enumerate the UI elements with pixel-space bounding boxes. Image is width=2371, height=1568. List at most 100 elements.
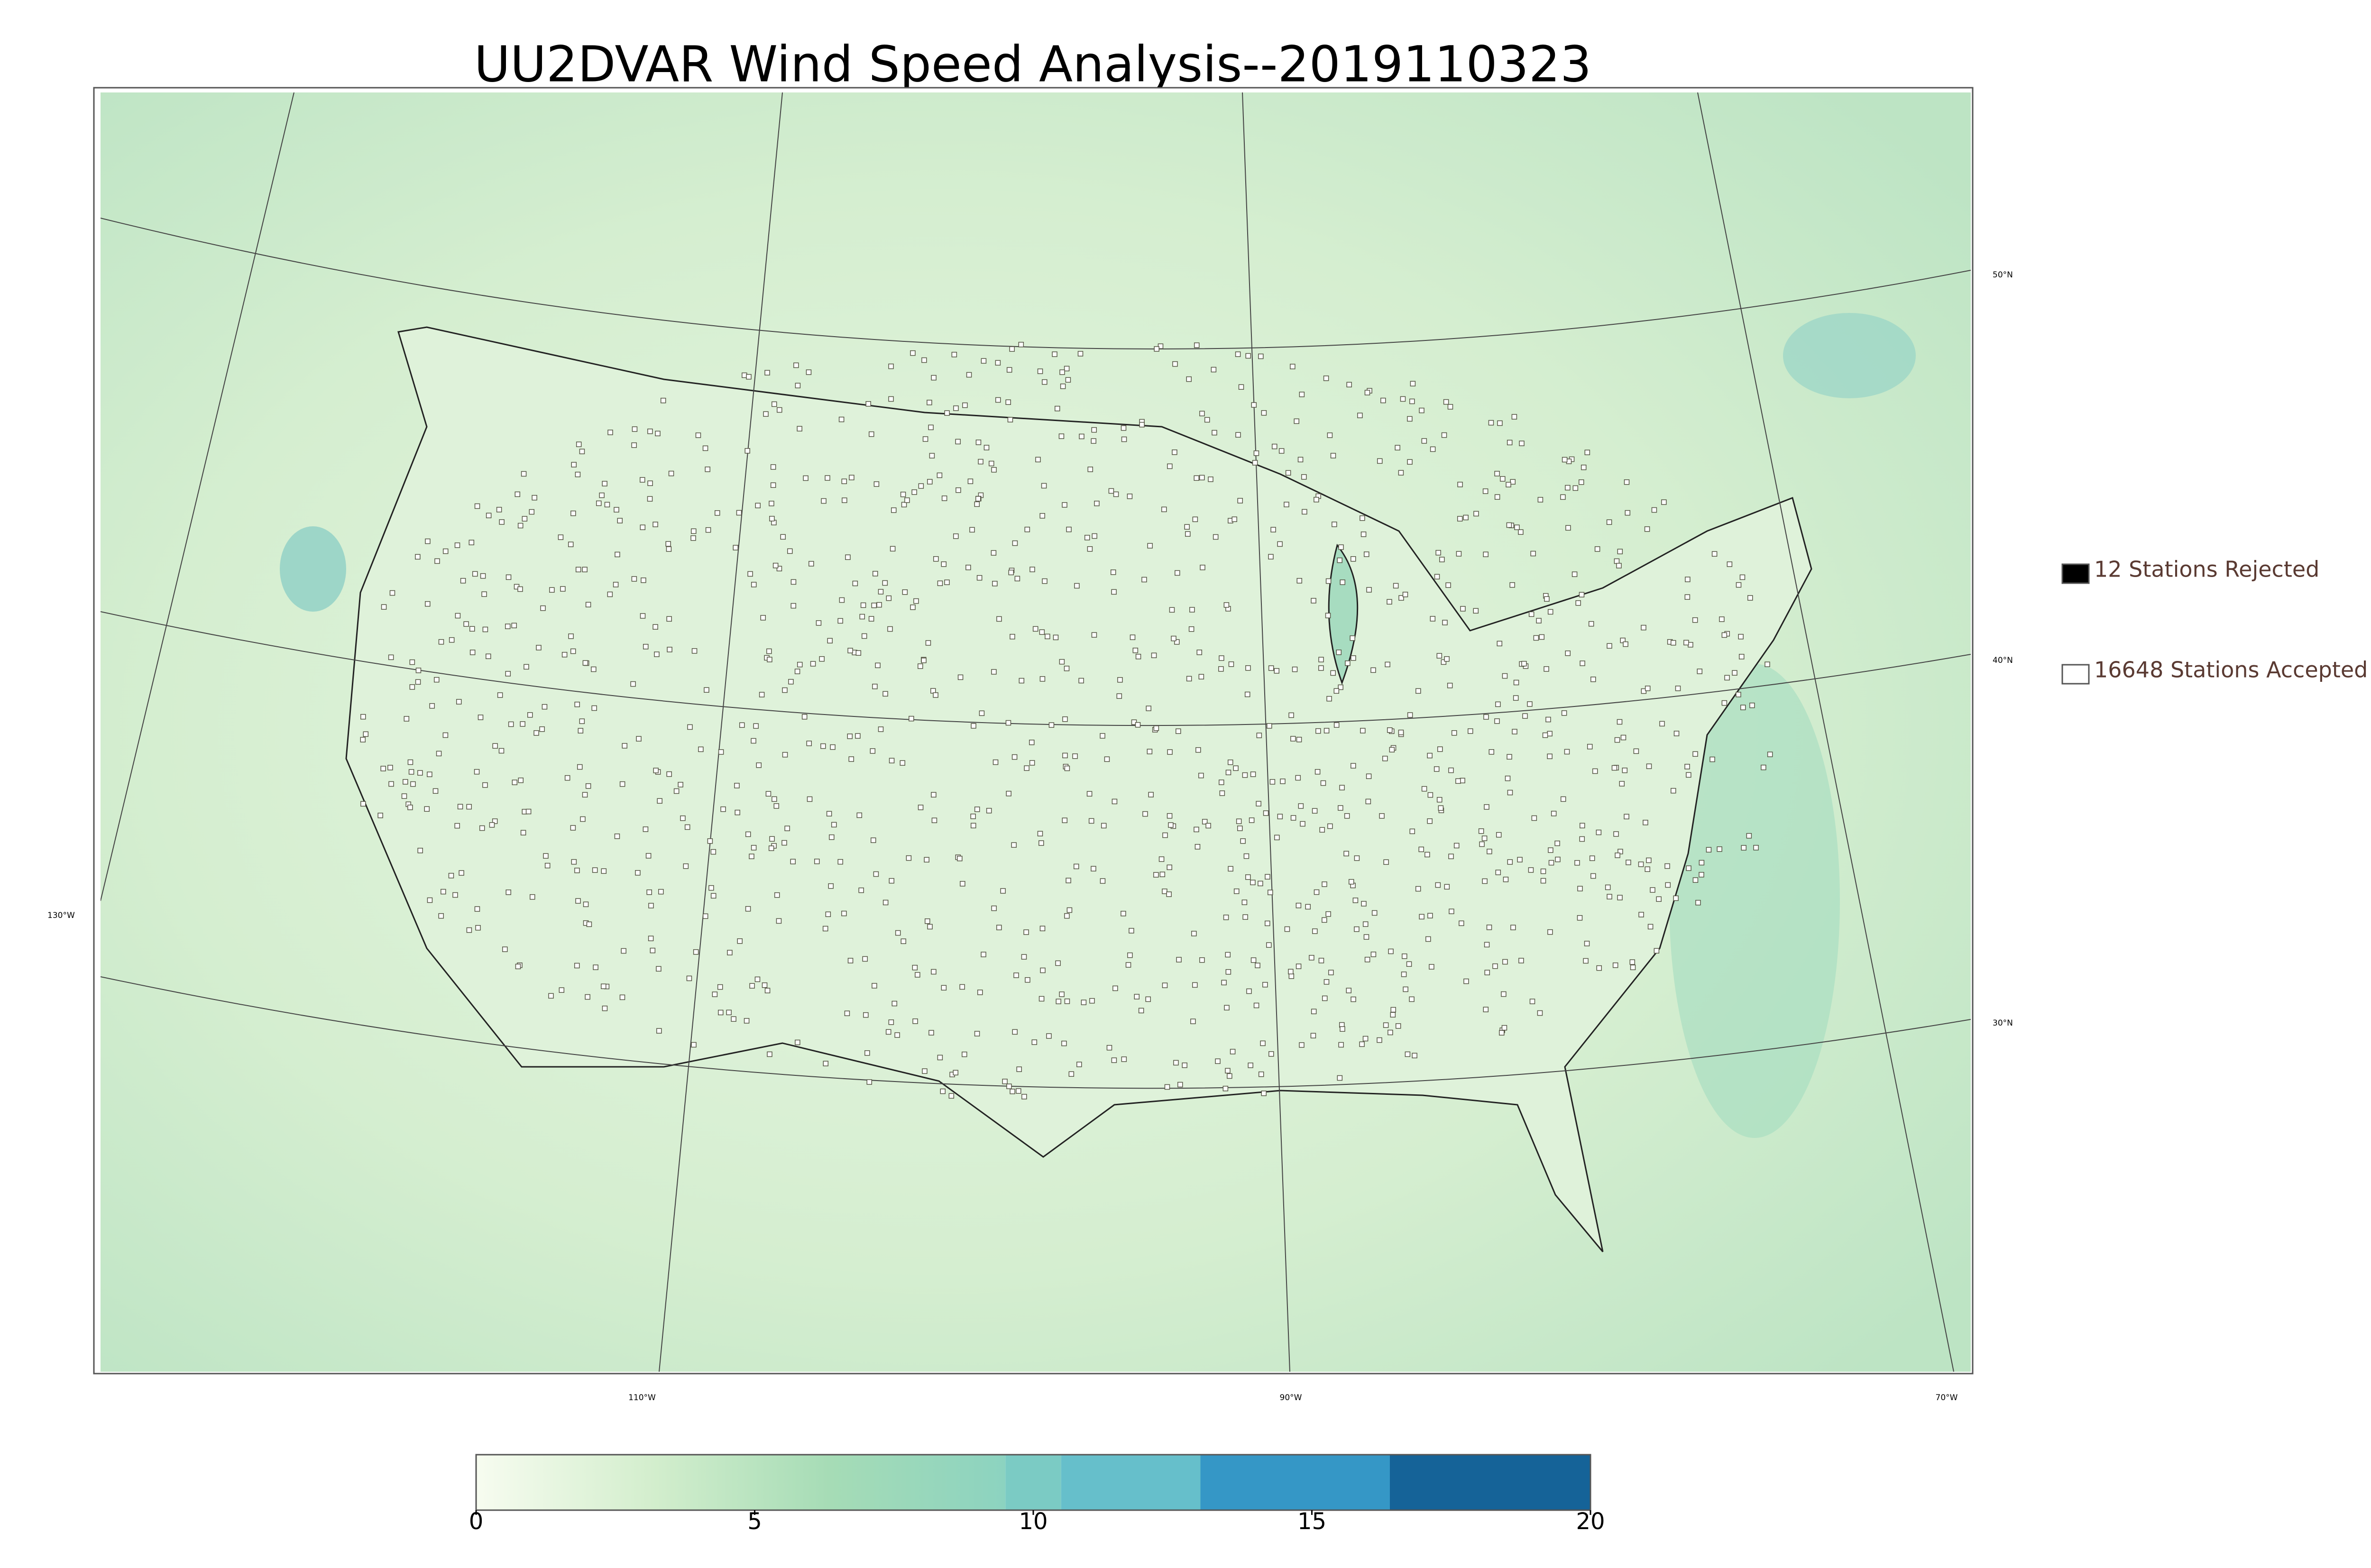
station-marker [1494,471,1500,477]
station-marker [1311,1009,1317,1015]
station-marker [1390,1012,1396,1018]
station-marker [1507,789,1513,796]
station-marker [1692,877,1699,883]
station-marker [974,501,980,507]
station-marker [1332,522,1337,527]
station-marker [1290,815,1296,821]
station-marker [1218,666,1224,672]
station-marker [1323,376,1329,381]
station-marker [1584,449,1590,455]
station-marker [1002,1079,1008,1084]
station-marker [1194,342,1200,348]
station-marker [1175,570,1180,576]
station-marker [654,651,660,657]
station-marker [472,571,478,577]
station-marker [539,726,545,732]
station-marker [1245,665,1251,671]
station-marker [1253,450,1259,456]
station-marker [1227,1073,1232,1079]
station-marker [1518,529,1524,535]
station-marker [1407,459,1413,465]
station-marker [782,752,788,758]
legend: 12 Stations Rejected 16648 Stations Accep… [2061,557,2368,685]
station-marker [630,681,636,687]
station-marker [1624,479,1630,485]
station-marker [1619,781,1625,787]
station-marker [1172,361,1178,367]
station-marker [647,496,653,502]
station-marker [1194,826,1199,833]
colorbar-tick-label: 5 [747,1508,762,1535]
station-marker [1269,779,1276,785]
station-marker [698,746,704,752]
station-marker [913,598,919,604]
station-marker [1614,737,1620,743]
station-marker [744,448,750,454]
station-marker [580,816,586,822]
longitude-label: 110°W [628,1393,656,1403]
station-marker [825,475,830,481]
station-marker [1350,556,1356,562]
station-marker [888,363,894,369]
station-marker [388,654,394,660]
station-marker [1251,402,1257,408]
station-marker [864,1050,870,1056]
station-marker [1225,1068,1231,1073]
station-marker [1623,641,1628,647]
station-marker [1337,557,1342,563]
station-marker [1365,798,1371,805]
station-marker [508,721,514,727]
station-marker [479,825,485,831]
station-marker [1176,728,1181,734]
station-marker [403,779,408,785]
station-marker [1245,874,1251,880]
station-marker [928,424,934,431]
station-marker [525,808,532,815]
station-marker [1116,693,1122,699]
station-marker [1147,543,1153,549]
station-marker [1488,420,1494,426]
station-marker [1068,1071,1075,1077]
station-marker [668,470,674,477]
station-marker [1064,666,1070,671]
station-marker [1265,920,1270,926]
station-marker [978,458,983,465]
station-marker [827,638,833,644]
station-marker [925,918,930,924]
station-marker [1565,485,1571,491]
station-marker [1400,396,1406,402]
station-marker [1041,483,1047,489]
station-marker [1167,813,1173,819]
station-marker [784,825,790,831]
station-marker [918,663,923,669]
station-marker [678,782,683,788]
station-marker [717,984,723,990]
station-marker [736,510,742,516]
station-marker [1419,914,1424,920]
station-marker [1494,494,1500,500]
station-marker [848,756,855,762]
station-marker [602,481,607,486]
station-marker [1062,716,1068,722]
station-marker [1249,817,1255,823]
station-marker [1261,410,1267,416]
station-marker [1204,417,1210,423]
station-marker [712,991,718,997]
station-marker [772,562,779,569]
station-marker [859,614,865,620]
station-marker [962,1051,967,1057]
station-marker [1312,928,1318,934]
station-marker [486,653,491,660]
station-marker [1202,819,1208,825]
station-marker [1537,1010,1543,1016]
station-marker [655,431,661,437]
station-marker [480,573,486,579]
station-marker [1184,524,1190,530]
station-marker [1052,351,1057,357]
station-marker [417,770,423,776]
station-marker [1228,866,1233,872]
station-marker [1130,634,1136,640]
station-marker [582,792,588,798]
station-marker [1148,792,1154,798]
station-marker [1638,862,1644,867]
